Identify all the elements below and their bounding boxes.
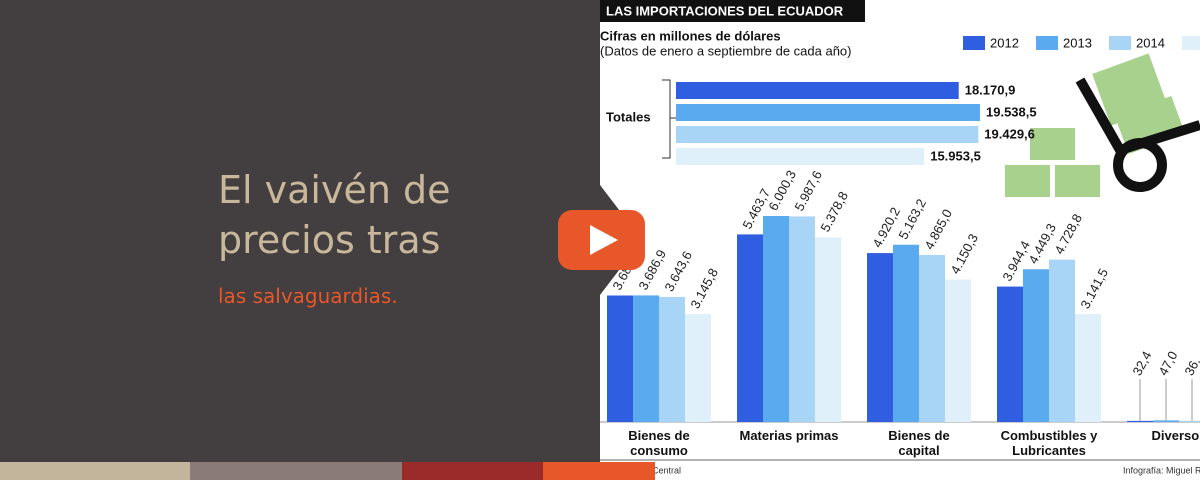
bar: [633, 295, 659, 422]
bar: [1023, 269, 1049, 422]
cart-illustration: [1005, 53, 1200, 197]
chart-subtitle: Cifras en millones de dólares: [600, 28, 781, 43]
play-icon[interactable]: [590, 225, 618, 255]
bar: [737, 234, 763, 422]
total-bar: [676, 82, 959, 99]
totals-label: Totales: [606, 109, 651, 124]
legend-label: 2014: [1136, 35, 1165, 50]
stripe: [0, 462, 190, 480]
total-label: 19.429,6: [984, 126, 1035, 141]
bar: [685, 313, 711, 422]
bar: [867, 253, 893, 422]
chart-note: (Datos de enero a septiembre de cada año…: [600, 43, 852, 58]
category-label: Combustibles y Lubricantes: [1000, 428, 1098, 458]
legend-swatch: [1036, 36, 1058, 50]
total-bar: [676, 104, 980, 121]
total-label: 18.170,9: [965, 82, 1016, 97]
bar: [997, 286, 1023, 422]
bar: [1049, 259, 1075, 422]
total-label: 15.953,5: [930, 148, 981, 163]
credit: Infografía: Miguel Rodríguez /: [1123, 465, 1200, 475]
total-bar: [676, 126, 979, 143]
bar: [1127, 420, 1153, 422]
bar: [659, 296, 685, 422]
box: [1005, 165, 1050, 197]
box: [1055, 165, 1100, 197]
box: [1030, 128, 1075, 160]
bar: [945, 279, 971, 422]
bar: [1075, 314, 1101, 422]
bar: [1179, 420, 1200, 422]
headline-line: El vaivén de: [218, 168, 451, 212]
legend-swatch: [1109, 36, 1131, 50]
bar: [815, 237, 841, 422]
title-bar: [600, 0, 865, 22]
legend-swatch: [1182, 36, 1200, 50]
stripe: [190, 462, 402, 480]
value-label: 36,: [1181, 355, 1200, 378]
bar: [919, 254, 945, 422]
category-label: Materias primas: [739, 428, 839, 443]
category-label: Bienes de consumo: [628, 428, 690, 458]
legend-label: 2013: [1063, 35, 1092, 50]
bar: [607, 295, 633, 422]
bar: [763, 215, 789, 422]
stripe: [402, 462, 543, 480]
category-label: Diversos: [1151, 428, 1200, 443]
headline-line: precios tras: [218, 218, 441, 262]
chart-title: LAS IMPORTACIONES DEL ECUADOR: [606, 3, 844, 18]
source: Central: [652, 465, 681, 475]
total-bar: [676, 148, 925, 165]
bar: [789, 216, 815, 422]
total-label: 19.538,5: [986, 104, 1037, 119]
stripe: [543, 462, 655, 480]
legend-label: 2012: [990, 35, 1019, 50]
tagline: las salvaguardias.: [218, 284, 398, 308]
play-button[interactable]: [558, 210, 645, 270]
legend-swatch: [963, 36, 985, 50]
side-panel: [0, 0, 642, 462]
bar: [893, 244, 919, 422]
totals-bracket: [662, 79, 676, 159]
category-label: Bienes de capital: [888, 428, 950, 458]
bar: [1153, 420, 1179, 422]
cart-wheel: [1113, 138, 1167, 192]
